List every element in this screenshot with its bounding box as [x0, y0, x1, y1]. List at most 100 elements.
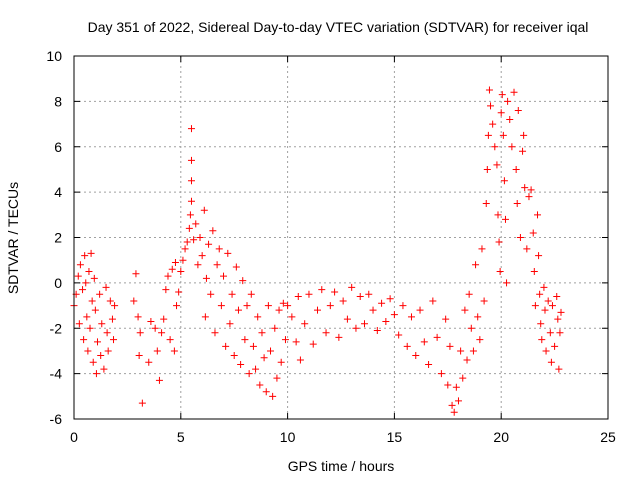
y-tick-label: -2 — [50, 320, 63, 336]
data-point — [523, 245, 531, 253]
data-point — [322, 329, 330, 337]
data-point — [187, 125, 195, 133]
data-point — [111, 302, 119, 310]
data-point — [200, 206, 208, 214]
data-point — [459, 374, 467, 382]
data-point — [547, 358, 555, 366]
data-point — [508, 143, 516, 151]
data-point — [493, 161, 501, 169]
data-point — [90, 274, 98, 282]
x-tick-label: 10 — [280, 429, 296, 445]
data-point — [181, 245, 189, 253]
data-point — [134, 313, 142, 321]
data-point — [348, 283, 356, 291]
data-point — [166, 336, 174, 344]
data-point — [254, 313, 262, 321]
data-point — [292, 338, 300, 346]
data-point — [92, 370, 100, 378]
data-point — [483, 165, 491, 173]
data-point — [207, 290, 215, 298]
data-point — [247, 290, 255, 298]
data-point — [175, 288, 183, 296]
data-point — [136, 329, 144, 337]
data-point — [277, 358, 285, 366]
data-point — [513, 199, 521, 207]
data-point — [339, 297, 347, 305]
x-tick-label: 20 — [493, 429, 509, 445]
data-point — [474, 313, 482, 321]
data-point — [497, 109, 505, 117]
data-point — [91, 306, 99, 314]
data-point — [155, 376, 163, 384]
data-point — [390, 311, 398, 319]
data-point — [553, 292, 561, 300]
data-point — [534, 211, 542, 219]
data-point — [186, 211, 194, 219]
data-point — [540, 283, 548, 291]
data-point — [106, 297, 114, 305]
data-point — [271, 324, 279, 332]
data-point — [556, 329, 564, 337]
data-point — [403, 342, 411, 350]
x-tick-label: 0 — [70, 429, 78, 445]
data-point — [275, 306, 283, 314]
data-point — [98, 320, 106, 328]
data-point — [171, 258, 179, 266]
data-point — [220, 272, 228, 280]
data-point — [536, 290, 544, 298]
data-point — [103, 329, 111, 337]
data-point — [89, 358, 97, 366]
data-point — [173, 302, 181, 310]
data-point — [356, 292, 364, 300]
data-point — [551, 342, 559, 350]
data-point — [81, 252, 89, 260]
data-point — [478, 245, 486, 253]
data-point — [446, 342, 454, 350]
data-point — [83, 313, 91, 321]
data-point — [360, 320, 368, 328]
data-point — [503, 279, 511, 287]
data-point — [228, 290, 236, 298]
data-point — [130, 297, 138, 305]
data-point — [273, 374, 281, 382]
data-point — [87, 249, 95, 257]
data-point — [85, 268, 93, 276]
data-point — [232, 263, 240, 271]
y-tick-label: 6 — [54, 139, 62, 155]
data-point — [301, 320, 309, 328]
data-point — [489, 120, 497, 128]
data-point — [480, 297, 488, 305]
data-point — [365, 290, 373, 298]
data-point — [108, 315, 116, 323]
y-tick-labels: -6 -4 -2 0 2 4 6 8 10 — [46, 48, 62, 427]
data-point — [467, 324, 475, 332]
data-point — [314, 306, 322, 314]
data-point — [198, 252, 206, 260]
x-tick-label: 25 — [600, 429, 616, 445]
data-point — [442, 315, 450, 323]
data-point — [425, 361, 433, 369]
data-point — [557, 308, 565, 316]
data-point — [211, 329, 219, 337]
data-point — [281, 336, 289, 344]
data-point — [104, 347, 112, 355]
data-point — [378, 299, 386, 307]
data-point — [230, 351, 238, 359]
x-axis-label: GPS time / hours — [288, 458, 395, 474]
data-point — [138, 399, 146, 407]
data-point — [264, 302, 272, 310]
data-point — [399, 302, 407, 310]
data-point — [506, 116, 514, 124]
data-point — [516, 234, 524, 241]
data-point — [168, 265, 176, 273]
data-point — [530, 268, 538, 276]
data-point — [158, 329, 166, 337]
data-point — [527, 186, 535, 194]
data-point — [97, 351, 105, 359]
y-axis-label: SDTVAR / TECUs — [5, 182, 21, 294]
data-point — [224, 249, 232, 257]
data-point — [256, 381, 264, 389]
data-point — [260, 354, 268, 362]
data-point — [535, 252, 543, 260]
